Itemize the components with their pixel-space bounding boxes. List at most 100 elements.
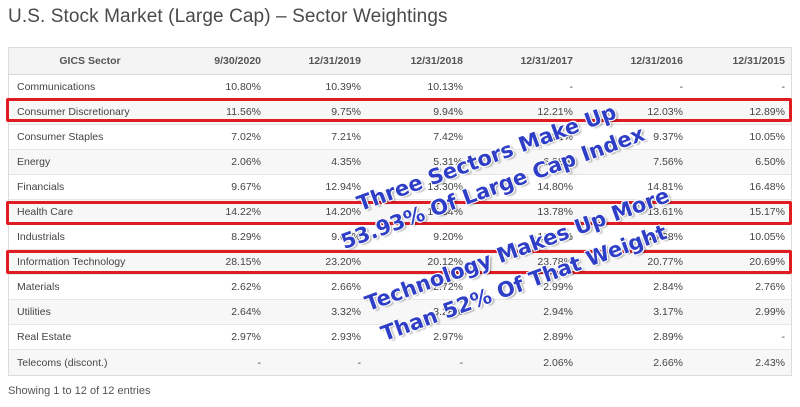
weight-cell: 3.17% <box>653 306 683 318</box>
header-col-2[interactable]: 12/31/2019 <box>308 55 361 67</box>
table-footer-info: Showing 1 to 12 of 12 entries <box>8 385 151 397</box>
sector-name-cell: Materials <box>17 281 60 293</box>
weight-cell: 13.30% <box>427 181 463 193</box>
sector-name-cell: Energy <box>17 156 51 168</box>
weight-cell: 2.76% <box>755 281 785 293</box>
weight-cell: 2.99% <box>543 281 573 293</box>
weight-cell: 9.94% <box>433 106 463 118</box>
weight-cell: 14.20% <box>325 206 361 218</box>
weight-cell: 14.80% <box>537 181 573 193</box>
weight-cell: 2.06% <box>543 356 573 369</box>
weight-cell: 12.03% <box>647 106 683 118</box>
weight-cell: 28.15% <box>225 256 261 268</box>
weight-cell: 20.12% <box>427 256 463 268</box>
weight-cell: 15.17% <box>749 206 785 218</box>
weight-cell: 8.29% <box>231 231 261 243</box>
weight-cell: 9.75% <box>331 106 361 118</box>
weight-cell: 10.05% <box>749 131 785 143</box>
weight-cell: 3.32% <box>331 306 361 318</box>
weight-cell: 2.66% <box>653 356 683 369</box>
weight-cell: 10.13% <box>427 81 463 93</box>
weight-cell: 2.89% <box>543 331 573 343</box>
weight-cell: 7.21% <box>331 131 361 143</box>
weight-cell: 23.20% <box>325 256 361 268</box>
page-title: U.S. Stock Market (Large Cap) – Sector W… <box>8 6 448 27</box>
table-row: Telecoms (discont.) - - - 2.06% 2.66% 2.43% <box>9 350 791 375</box>
weight-cell: - <box>257 356 262 369</box>
header-col-1[interactable]: 9/30/2020 <box>214 55 261 67</box>
sector-name-cell: Communications <box>17 81 96 93</box>
weight-cell: 6.08% <box>543 156 573 168</box>
table-row: Materials 2.62% 2.66% 2.72% 2.99% 2.84% 2.76% <box>9 275 791 300</box>
table-header-row: GICS Sector 9/30/2020 12/31/2019 12/31/2… <box>9 48 791 75</box>
weight-cell: 9.37% <box>653 131 683 143</box>
weight-cell: 2.99% <box>755 306 785 318</box>
weight-cell: 2.94% <box>543 306 573 318</box>
weight-cell: 10.08% <box>647 231 683 243</box>
weight-cell: 5.31% <box>433 156 463 168</box>
weight-cell: 14.22% <box>225 206 261 218</box>
header-gics-sector[interactable]: GICS Sector <box>59 55 121 67</box>
weight-cell: - <box>459 356 464 369</box>
weight-cell: 2.97% <box>231 331 261 343</box>
weight-cell: 10.05% <box>749 231 785 243</box>
weight-cell: 2.72% <box>433 281 463 293</box>
weight-cell: 2.93% <box>331 331 361 343</box>
weight-cell: - <box>569 81 574 93</box>
weight-cell: 12.89% <box>749 106 785 118</box>
table-row: Industrials 8.29% 9.05% 9.20% 10.27% 10.08% 10… <box>9 225 791 250</box>
weight-cell: 9.20% <box>433 231 463 243</box>
table-row: Consumer Staples 7.02% 7.21% 7.42% 8.21% 9.37… <box>9 125 791 150</box>
sector-name-cell: Real Estate <box>17 331 72 343</box>
weight-cell: 15.54% <box>427 206 463 218</box>
table-row: Health Care 14.22% 14.20% 15.54% 13.78% 13.61… <box>9 200 791 225</box>
sector-name-cell: Telecoms (discont.) <box>17 356 108 369</box>
weight-cell: 2.89% <box>653 331 683 343</box>
weight-cell: 2.06% <box>231 156 261 168</box>
weight-cell: 2.66% <box>331 281 361 293</box>
sector-name-cell: Utilities <box>17 306 51 318</box>
weight-cell: 20.69% <box>749 256 785 268</box>
weight-cell: 7.42% <box>433 131 463 143</box>
weight-cell: 10.80% <box>225 81 261 93</box>
table-row: Real Estate 2.97% 2.93% 2.97% 2.89% 2.89% - <box>9 325 791 350</box>
weight-cell: - <box>781 331 786 343</box>
weight-cell: 2.62% <box>231 281 261 293</box>
weight-cell: 13.61% <box>647 206 683 218</box>
header-col-6[interactable]: 12/31/2015 <box>732 55 785 67</box>
table-row: Energy 2.06% 4.35% 5.31% 6.08% 7.56% 6.50% <box>9 150 791 175</box>
sector-name-cell: Health Care <box>17 206 74 218</box>
weight-cell: 10.39% <box>325 81 361 93</box>
table-row: Consumer Discretionary 11.56% 9.75% 9.94% 12… <box>9 100 791 125</box>
weight-cell: 13.78% <box>537 206 573 218</box>
weight-cell: 7.56% <box>653 156 683 168</box>
weight-cell: 9.05% <box>331 231 361 243</box>
header-col-3[interactable]: 12/31/2018 <box>410 55 463 67</box>
sector-weightings-table: GICS Sector 9/30/2020 12/31/2019 12/31/2… <box>8 47 792 376</box>
sector-name-cell: Industrials <box>17 231 65 243</box>
weight-cell: 9.67% <box>231 181 261 193</box>
weight-cell: 2.64% <box>231 306 261 318</box>
weight-cell: 14.81% <box>647 181 683 193</box>
weight-cell: 7.02% <box>231 131 261 143</box>
weight-cell: 2.97% <box>433 331 463 343</box>
weight-cell: 3.28% <box>433 306 463 318</box>
weight-cell: 6.50% <box>755 156 785 168</box>
weight-cell: 2.84% <box>653 281 683 293</box>
table-row: Utilities 2.64% 3.32% 3.28% 2.94% 3.17% 2.99% <box>9 300 791 325</box>
weight-cell: 4.35% <box>331 156 361 168</box>
header-col-4[interactable]: 12/31/2017 <box>520 55 573 67</box>
weight-cell: 2.43% <box>755 356 785 369</box>
weight-cell: 8.21% <box>543 131 573 143</box>
weight-cell: 12.94% <box>325 181 361 193</box>
weight-cell: 16.48% <box>749 181 785 193</box>
sector-name-cell: Financials <box>17 181 65 193</box>
table-row: Information Technology 28.15% 23.20% 20.12%… <box>9 250 791 275</box>
header-col-5[interactable]: 12/31/2016 <box>630 55 683 67</box>
weight-cell: 23.78% <box>537 256 573 268</box>
weight-cell: 10.27% <box>537 231 573 243</box>
weight-cell: - <box>357 356 362 369</box>
weight-cell: 12.21% <box>537 106 573 118</box>
table-row: Communications 10.80% 10.39% 10.13% - - - <box>9 75 791 100</box>
sector-name-cell: Consumer Discretionary <box>17 106 130 118</box>
